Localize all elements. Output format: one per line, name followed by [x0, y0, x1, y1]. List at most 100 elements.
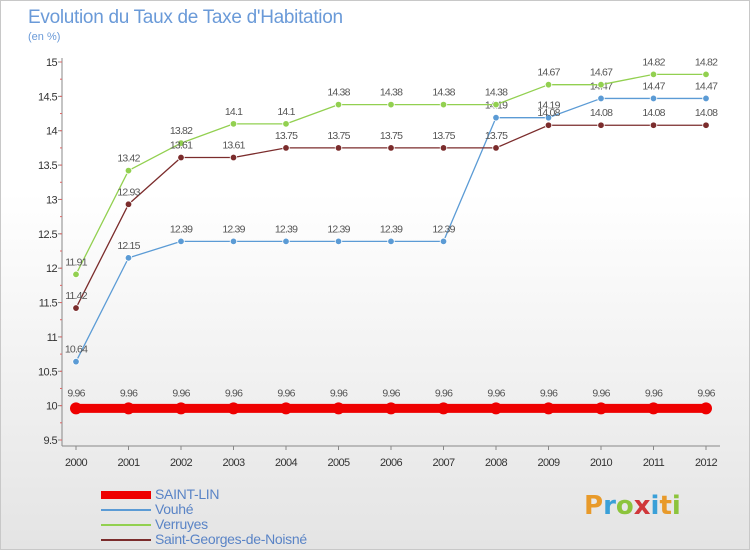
data-point	[282, 120, 290, 128]
data-label: 14.38	[432, 87, 455, 99]
data-label: 14.47	[642, 80, 665, 92]
legend-label: Verruyes	[155, 516, 208, 532]
x-tick-label: 2001	[117, 457, 140, 469]
data-label: 9.96	[330, 387, 348, 399]
legend-label: Vouhé	[155, 501, 194, 517]
y-tick-label: 10.5	[38, 366, 57, 378]
x-tick-label: 2011	[643, 457, 665, 469]
data-point	[439, 144, 448, 152]
x-tick-label: 2007	[432, 457, 455, 469]
data-point	[387, 237, 395, 246]
logo-letter: t	[659, 491, 672, 521]
data-point	[122, 402, 135, 415]
data-point	[282, 144, 290, 152]
y-tick-label: 14	[46, 126, 58, 138]
data-point	[490, 402, 502, 415]
data-point	[229, 120, 238, 128]
x-tick-label: 2012	[695, 457, 718, 469]
data-point	[597, 80, 605, 89]
data-point	[439, 100, 448, 109]
x-tick-label: 2002	[170, 457, 193, 469]
data-label: 13.42	[117, 153, 140, 165]
x-tick-label: 2004	[275, 457, 298, 469]
legend-swatch	[101, 524, 151, 526]
data-label: 14.1	[225, 106, 243, 118]
data-point	[387, 100, 395, 109]
y-tick-label: 11	[47, 332, 58, 344]
data-label: 13.82	[170, 125, 193, 137]
data-label: 14.08	[695, 107, 718, 119]
data-label: 11.91	[65, 256, 87, 268]
data-label: 14.67	[590, 67, 613, 79]
data-label: 13.61	[222, 140, 245, 152]
data-label: 14.08	[590, 107, 613, 119]
data-label: 13.61	[170, 140, 193, 152]
data-point	[544, 113, 553, 122]
logo-letter: i	[650, 491, 660, 521]
data-point	[649, 94, 658, 103]
data-label: 9.96	[645, 387, 663, 399]
data-label: 14.1	[277, 106, 295, 118]
data-point	[282, 237, 290, 246]
logo-letter: P	[584, 491, 604, 521]
x-tick-label: 2010	[590, 457, 613, 469]
y-tick-label: 15	[46, 57, 58, 69]
data-label: 9.96	[592, 387, 610, 399]
data-point	[124, 254, 133, 262]
data-point	[544, 80, 553, 89]
data-label: 9.96	[697, 387, 715, 399]
data-label: 13.75	[275, 130, 298, 142]
y-tick-label: 9.5	[44, 435, 58, 447]
data-point	[702, 121, 710, 129]
data-label: 14.08	[642, 107, 665, 119]
data-label: 13.75	[432, 130, 455, 142]
legend-swatch	[101, 539, 151, 541]
data-point	[177, 153, 185, 162]
data-point	[229, 237, 238, 246]
legend-label: Saint-Georges-de-Noisné	[155, 531, 307, 547]
y-tick-label: 12	[46, 263, 58, 275]
series-line-3	[75, 124, 706, 309]
y-tick-label: 13	[46, 194, 58, 206]
x-tick-label: 2000	[65, 457, 88, 469]
proxiti-logo: Proxiti	[584, 491, 681, 521]
y-tick-label: 14.5	[38, 91, 57, 103]
data-label: 14.19	[537, 100, 560, 112]
data-point	[437, 402, 450, 415]
data-point	[229, 153, 238, 162]
data-point	[177, 237, 185, 246]
data-label: 9.96	[382, 387, 400, 399]
data-label: 14.38	[380, 87, 403, 99]
data-label: 9.96	[67, 387, 85, 399]
y-tick-label: 11.5	[39, 298, 58, 310]
data-point	[177, 139, 185, 147]
data-label: 9.96	[540, 387, 558, 399]
data-point	[702, 94, 710, 103]
chart-title: Evolution du Taux de Taxe d'Habitation	[28, 7, 343, 28]
data-label: 14.38	[485, 87, 508, 99]
data-label: 13.75	[485, 130, 508, 142]
x-tick-label: 2005	[327, 457, 350, 469]
data-label: 12.39	[170, 223, 193, 235]
data-label: 9.96	[172, 387, 190, 399]
data-label: 12.39	[222, 223, 245, 235]
x-tick-label: 2009	[537, 457, 560, 469]
logo-letter: i	[671, 491, 681, 521]
data-label: 12.15	[117, 240, 140, 252]
data-label: 14.82	[695, 56, 718, 68]
logo-letter: x	[633, 491, 651, 521]
data-point	[595, 402, 607, 415]
data-point	[492, 113, 500, 122]
data-point	[72, 270, 80, 279]
data-point	[492, 144, 500, 152]
x-tick-label: 2008	[485, 457, 508, 469]
x-tick-label: 2006	[380, 457, 403, 469]
data-point	[124, 200, 133, 208]
data-label: 13.75	[327, 130, 350, 142]
data-point	[439, 237, 448, 246]
data-label: 13.75	[380, 130, 403, 142]
data-point	[700, 402, 712, 415]
data-point	[544, 121, 553, 129]
